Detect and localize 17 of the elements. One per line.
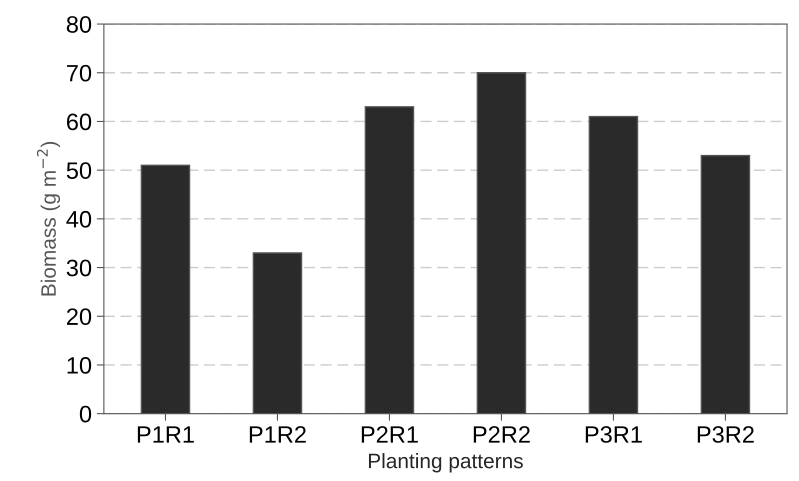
y-axis-title: Biomass (g m$^{−2}$) <box>36 142 60 296</box>
y-tick-label: 0 <box>80 406 92 422</box>
x-tick-label: P1R2 <box>250 426 306 443</box>
x-tick-label: P2R1 <box>362 426 418 443</box>
y-tick-label: 30 <box>66 260 92 276</box>
y-tick-label: 10 <box>68 357 92 374</box>
x-tick-label: P3R2 <box>698 426 754 443</box>
x-tick-label: P1R1 <box>138 426 194 443</box>
x-tick-label: P3R1 <box>586 426 642 443</box>
x-axis-title: Planting patterns <box>368 453 523 472</box>
y-tick-label: 70 <box>67 64 92 82</box>
y-tick-label: 50 <box>66 162 92 179</box>
y-tick-label: 80 <box>66 16 92 33</box>
y-tick-label: 60 <box>67 114 92 130</box>
y-tick-label: 20 <box>66 308 92 326</box>
y-tick-label: 40 <box>66 210 92 228</box>
x-tick-label: P2R2 <box>474 426 530 443</box>
